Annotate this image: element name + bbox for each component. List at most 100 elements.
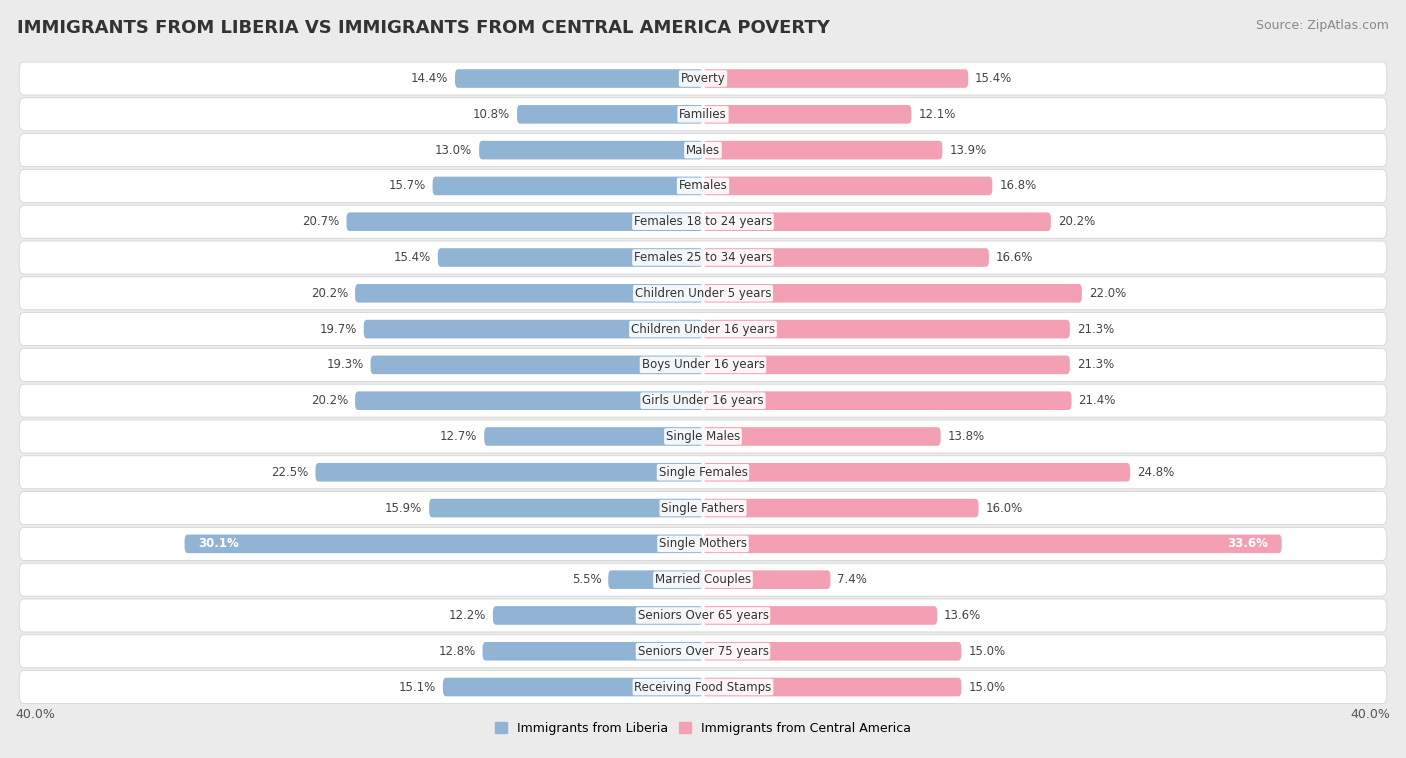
FancyBboxPatch shape <box>20 456 1386 489</box>
FancyBboxPatch shape <box>703 606 938 625</box>
Text: 20.2%: 20.2% <box>311 394 349 407</box>
Text: Girls Under 16 years: Girls Under 16 years <box>643 394 763 407</box>
FancyBboxPatch shape <box>20 528 1386 560</box>
Text: 22.0%: 22.0% <box>1088 287 1126 300</box>
Text: 21.3%: 21.3% <box>1077 323 1114 336</box>
Text: 19.3%: 19.3% <box>326 359 364 371</box>
FancyBboxPatch shape <box>437 248 703 267</box>
Text: Males: Males <box>686 143 720 157</box>
Text: 15.9%: 15.9% <box>385 502 422 515</box>
Text: 40.0%: 40.0% <box>15 708 56 721</box>
Text: 20.2%: 20.2% <box>311 287 349 300</box>
FancyBboxPatch shape <box>456 69 703 88</box>
Text: IMMIGRANTS FROM LIBERIA VS IMMIGRANTS FROM CENTRAL AMERICA POVERTY: IMMIGRANTS FROM LIBERIA VS IMMIGRANTS FR… <box>17 19 830 37</box>
FancyBboxPatch shape <box>703 248 988 267</box>
Text: 12.2%: 12.2% <box>449 609 486 622</box>
FancyBboxPatch shape <box>20 170 1386 202</box>
FancyBboxPatch shape <box>703 678 962 697</box>
FancyBboxPatch shape <box>484 428 703 446</box>
Text: 12.7%: 12.7% <box>440 430 478 443</box>
FancyBboxPatch shape <box>703 69 969 88</box>
Text: 20.7%: 20.7% <box>302 215 340 228</box>
FancyBboxPatch shape <box>20 599 1386 632</box>
Text: Single Mothers: Single Mothers <box>659 537 747 550</box>
Text: 22.5%: 22.5% <box>271 465 308 479</box>
Text: Seniors Over 65 years: Seniors Over 65 years <box>637 609 769 622</box>
Text: 20.2%: 20.2% <box>1057 215 1095 228</box>
FancyBboxPatch shape <box>20 98 1386 131</box>
Text: 16.8%: 16.8% <box>1000 180 1036 193</box>
FancyBboxPatch shape <box>20 634 1386 668</box>
Text: 24.8%: 24.8% <box>1137 465 1174 479</box>
FancyBboxPatch shape <box>371 356 703 374</box>
Text: Single Females: Single Females <box>658 465 748 479</box>
FancyBboxPatch shape <box>479 141 703 159</box>
FancyBboxPatch shape <box>346 212 703 231</box>
FancyBboxPatch shape <box>20 384 1386 417</box>
FancyBboxPatch shape <box>184 534 703 553</box>
FancyBboxPatch shape <box>315 463 703 481</box>
FancyBboxPatch shape <box>703 499 979 518</box>
FancyBboxPatch shape <box>703 534 1282 553</box>
FancyBboxPatch shape <box>703 570 831 589</box>
Text: 5.5%: 5.5% <box>572 573 602 586</box>
Text: 15.7%: 15.7% <box>388 180 426 193</box>
Text: 13.6%: 13.6% <box>945 609 981 622</box>
FancyBboxPatch shape <box>494 606 703 625</box>
FancyBboxPatch shape <box>703 391 1071 410</box>
Text: Single Males: Single Males <box>666 430 740 443</box>
Text: Females 25 to 34 years: Females 25 to 34 years <box>634 251 772 264</box>
Text: 21.3%: 21.3% <box>1077 359 1114 371</box>
FancyBboxPatch shape <box>20 133 1386 167</box>
Text: 21.4%: 21.4% <box>1078 394 1116 407</box>
Text: 19.7%: 19.7% <box>319 323 357 336</box>
Text: 15.4%: 15.4% <box>976 72 1012 85</box>
FancyBboxPatch shape <box>20 312 1386 346</box>
Text: 16.6%: 16.6% <box>995 251 1033 264</box>
Text: Poverty: Poverty <box>681 72 725 85</box>
FancyBboxPatch shape <box>433 177 703 196</box>
Text: 15.1%: 15.1% <box>399 681 436 694</box>
Text: 40.0%: 40.0% <box>1350 708 1391 721</box>
Text: 12.1%: 12.1% <box>918 108 956 121</box>
FancyBboxPatch shape <box>703 141 942 159</box>
FancyBboxPatch shape <box>703 284 1083 302</box>
Text: 13.8%: 13.8% <box>948 430 984 443</box>
Text: Receiving Food Stamps: Receiving Food Stamps <box>634 681 772 694</box>
FancyBboxPatch shape <box>703 428 941 446</box>
FancyBboxPatch shape <box>364 320 703 338</box>
Text: Females 18 to 24 years: Females 18 to 24 years <box>634 215 772 228</box>
Text: 15.0%: 15.0% <box>969 681 1005 694</box>
FancyBboxPatch shape <box>20 420 1386 453</box>
Text: 15.0%: 15.0% <box>969 645 1005 658</box>
Text: 16.0%: 16.0% <box>986 502 1022 515</box>
FancyBboxPatch shape <box>20 492 1386 525</box>
FancyBboxPatch shape <box>703 356 1070 374</box>
FancyBboxPatch shape <box>482 642 703 660</box>
FancyBboxPatch shape <box>356 391 703 410</box>
Text: 12.8%: 12.8% <box>439 645 475 658</box>
FancyBboxPatch shape <box>20 62 1386 95</box>
FancyBboxPatch shape <box>443 678 703 697</box>
Text: Boys Under 16 years: Boys Under 16 years <box>641 359 765 371</box>
Text: Children Under 16 years: Children Under 16 years <box>631 323 775 336</box>
FancyBboxPatch shape <box>356 284 703 302</box>
Text: 13.0%: 13.0% <box>434 143 472 157</box>
Text: 7.4%: 7.4% <box>838 573 868 586</box>
Text: 15.4%: 15.4% <box>394 251 430 264</box>
FancyBboxPatch shape <box>429 499 703 518</box>
FancyBboxPatch shape <box>703 463 1130 481</box>
FancyBboxPatch shape <box>703 642 962 660</box>
FancyBboxPatch shape <box>20 241 1386 274</box>
FancyBboxPatch shape <box>20 277 1386 310</box>
FancyBboxPatch shape <box>609 570 703 589</box>
Text: Females: Females <box>679 180 727 193</box>
FancyBboxPatch shape <box>20 349 1386 381</box>
Text: Seniors Over 75 years: Seniors Over 75 years <box>637 645 769 658</box>
FancyBboxPatch shape <box>703 177 993 196</box>
FancyBboxPatch shape <box>703 105 911 124</box>
Text: Families: Families <box>679 108 727 121</box>
Text: 14.4%: 14.4% <box>411 72 449 85</box>
FancyBboxPatch shape <box>20 563 1386 596</box>
Text: Children Under 5 years: Children Under 5 years <box>634 287 772 300</box>
